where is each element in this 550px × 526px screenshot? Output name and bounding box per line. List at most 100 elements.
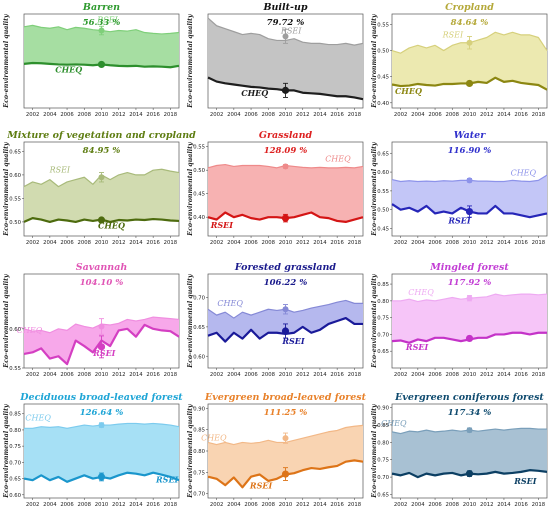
panel-title: Savannah — [76, 262, 128, 273]
error-bar-cheq — [98, 422, 105, 429]
panel-title: Cropland — [445, 2, 494, 13]
x-tick-label: 2008 — [446, 502, 460, 508]
series-label-cheq: CHEQ — [55, 65, 82, 75]
x-tick-label: 2006 — [60, 372, 74, 378]
x-tick-label: 2016 — [146, 240, 160, 246]
y-tick-label: 0.70 — [377, 332, 389, 338]
error-bar-cheq — [282, 432, 289, 444]
error-bar-cheq — [466, 427, 473, 434]
y-tick-label: 0.45 — [377, 75, 389, 81]
y-axis-label: Eco-environmental quality — [371, 403, 378, 499]
x-tick-label: 2004 — [411, 112, 425, 118]
y-axis-label: Eco-environmental quality — [3, 273, 10, 369]
x-tick-label: 2010 — [463, 372, 477, 378]
x-tick-label: 2004 — [227, 372, 241, 378]
x-tick-label: 2012 — [296, 502, 309, 508]
band-area — [392, 428, 547, 478]
x-tick-label: 2008 — [262, 372, 276, 378]
x-tick-label: 2014 — [129, 372, 143, 378]
improvement-percent: 56.33 % — [83, 18, 121, 28]
y-tick-label: 0.70 — [193, 296, 205, 302]
series-label-rsei: RSEI — [210, 220, 234, 230]
band-area — [208, 164, 363, 222]
error-bar-rsei — [281, 467, 290, 481]
y-tick-label: 0.50 — [9, 220, 21, 226]
x-tick-label: 2014 — [313, 502, 327, 508]
error-bar-cheq — [466, 295, 473, 302]
y-tick-label: 0.45 — [193, 192, 205, 198]
series-label-rsei: RSEI — [249, 481, 273, 491]
x-tick-label: 2002 — [26, 240, 39, 246]
x-tick-label: 2008 — [262, 502, 276, 508]
y-tick-label: 0.65 — [9, 149, 21, 155]
error-bar-rsei — [281, 213, 290, 223]
error-bar-rsei — [465, 334, 474, 343]
x-tick-label: 2006 — [60, 502, 74, 508]
improvement-percent: 116.90 % — [448, 146, 492, 156]
panel-title: Forested grassland — [234, 262, 337, 273]
y-tick-label: 0.70 — [9, 460, 21, 466]
x-tick-label: 2002 — [26, 372, 39, 378]
x-tick-label: 2008 — [78, 240, 92, 246]
x-tick-label: 2014 — [129, 240, 143, 246]
y-axis-label: Eco-environmental quality — [3, 13, 10, 109]
y-axis-label: Eco-environmental quality — [187, 273, 194, 369]
panel-evergreen-coniferous-forest: CHEQ RSEI Evergreen coniferous forest 117.3… — [371, 392, 548, 508]
panel-title: Evergreen coniferous forest — [394, 392, 544, 403]
band-area — [208, 425, 363, 488]
y-axis-label: Eco-environmental quality — [187, 141, 194, 237]
x-tick-label: 2002 — [394, 372, 407, 378]
x-tick-label: 2016 — [514, 240, 528, 246]
x-tick-label: 2018 — [164, 112, 178, 118]
x-tick-label: 2010 — [95, 502, 109, 508]
x-tick-label: 2016 — [146, 502, 160, 508]
band-area — [24, 423, 179, 482]
x-tick-label: 2012 — [112, 240, 125, 246]
improvement-percent: 128.09 % — [264, 146, 308, 156]
x-tick-label: 2012 — [480, 502, 493, 508]
error-bar-rsei — [97, 472, 106, 482]
improvement-percent: 84.64 % — [451, 18, 489, 28]
series-label-cheq: CHEQ — [381, 419, 407, 428]
y-tick-label: 0.70 — [193, 492, 205, 498]
series-label-rsei: RSEI — [280, 26, 302, 35]
panel-title: Deciduous broad-leaved forest — [19, 392, 183, 403]
x-tick-label: 2018 — [348, 112, 362, 118]
x-tick-label: 2008 — [446, 240, 460, 246]
x-tick-label: 2004 — [43, 240, 57, 246]
error-bar-rsei — [97, 335, 106, 359]
y-tick-label: 0.85 — [377, 423, 389, 429]
x-tick-label: 2012 — [480, 112, 493, 118]
x-tick-label: 2002 — [210, 372, 223, 378]
y-axis-label: Eco-environmental quality — [187, 403, 194, 499]
x-tick-label: 2014 — [497, 372, 511, 378]
improvement-percent: 84.95 % — [83, 146, 121, 156]
error-bar-cheq — [282, 163, 289, 170]
series-label-cheq: CHEQ — [25, 414, 51, 423]
error-bar-rsei — [98, 25, 105, 36]
x-tick-label: 2018 — [348, 240, 362, 246]
y-axis-label: Eco-environmental quality — [371, 273, 378, 369]
x-tick-label: 2014 — [129, 502, 143, 508]
x-tick-label: 2018 — [164, 502, 178, 508]
x-tick-label: 2016 — [330, 112, 344, 118]
x-tick-label: 2012 — [480, 240, 493, 246]
x-tick-label: 2014 — [313, 112, 327, 118]
improvement-percent: 111.25 % — [264, 408, 308, 418]
x-tick-label: 2018 — [164, 240, 178, 246]
x-tick-label: 2004 — [43, 502, 57, 508]
series-label-rsei: RSEI — [447, 216, 471, 226]
improvement-percent: 106.22 % — [264, 278, 308, 288]
band-area — [392, 294, 547, 343]
y-axis-label: Eco-environmental quality — [187, 13, 194, 109]
band-area — [392, 175, 547, 218]
y-tick-label: 0.85 — [193, 428, 205, 434]
x-tick-label: 2004 — [411, 502, 425, 508]
y-tick-label: 0.60 — [9, 173, 21, 179]
error-bar-rsei — [282, 28, 289, 44]
series-label-cheq: CHEQ — [395, 86, 422, 96]
y-tick-label: 0.50 — [377, 208, 389, 214]
